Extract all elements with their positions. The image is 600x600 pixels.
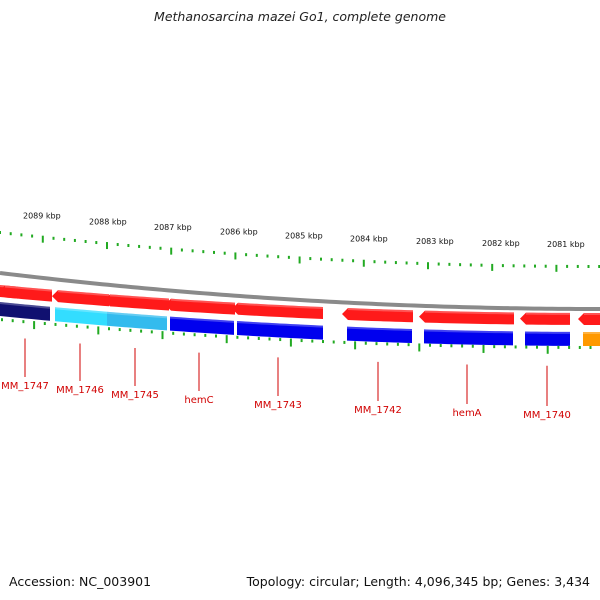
reverse-gene-block-shine [169, 316, 235, 323]
scale-label: 2084 kbp [350, 235, 388, 244]
forward-gene-arrow-shine [4, 285, 53, 292]
forward-gene-arrow-shine [237, 302, 324, 310]
forward-gene-arrow [0, 285, 52, 302]
gene-label: MM_1742 [354, 405, 402, 416]
forward-gene-arrow [165, 298, 235, 315]
forward-gene-arrow-shine [424, 310, 515, 315]
accession-text: Accession: NC_003901 [9, 574, 152, 589]
outer-tick-ring [0, 231, 600, 272]
scale-label: 2081 kbp [547, 240, 585, 249]
reverse-gene-block [424, 329, 513, 346]
reverse-gene-block [170, 316, 234, 335]
reverse-gene-block-shine [54, 307, 108, 314]
reverse-gene-block-shine [346, 326, 413, 332]
forward-gene-arrow-shine [57, 290, 110, 297]
reverse-gene-block [583, 331, 600, 346]
reverse-gene-block-shine [106, 311, 168, 319]
gene-label: hemC [184, 395, 213, 406]
scale-label: 2089 kbp [23, 211, 61, 220]
genome-backbone [0, 271, 600, 311]
forward-gene-arrow [52, 290, 109, 307]
map-title: Methanosarcina mazei Go1, complete genom… [154, 9, 446, 24]
scale-label: 2083 kbp [416, 237, 454, 246]
forward-gene-arrow-shine [109, 294, 170, 301]
reverse-gene-block [55, 307, 107, 326]
gene-label: MM_1746 [56, 385, 104, 396]
reverse-gene-block [347, 326, 412, 344]
gene-label: MM_1740 [523, 410, 571, 421]
reverse-gene-block-shine [236, 321, 324, 328]
scale-label: 2082 kbp [482, 239, 520, 248]
forward-gene-arrow-shine [347, 308, 414, 313]
gene-label: hemA [452, 408, 481, 419]
gene-label-group: MM_1747 MM_1746 MM_1745 hemC MM_1743 MM_1742 h… [1, 338, 571, 421]
reverse-gene-block [0, 302, 50, 321]
reverse-gene-block [237, 321, 323, 340]
forward-gene-arrow [520, 312, 570, 325]
scale-label: 2086 kbp [220, 228, 258, 237]
forward-gene-arrow [419, 310, 514, 325]
reverse-gene-block-shine [423, 329, 514, 334]
forward-gene-arrow-shine [170, 298, 236, 305]
reverse-gene-block-shine [0, 302, 51, 309]
gene-label: MM_1743 [254, 400, 302, 411]
forward-strand-genes [0, 285, 600, 325]
reverse-gene-block [525, 331, 570, 346]
scale-label: 2088 kbp [89, 218, 127, 227]
forward-gene-arrow [578, 312, 600, 325]
reverse-strand-genes [0, 302, 600, 346]
forward-gene-arrow [104, 294, 169, 311]
gene-label: MM_1747 [1, 381, 49, 392]
scale-label: 2085 kbp [285, 231, 323, 240]
scale-label: 2087 kbp [154, 223, 192, 232]
forward-gene-arrow [232, 302, 323, 320]
genome-summary-text: Topology: circular; Length: 4,096,345 bp… [246, 574, 590, 589]
scale-label-ring: 2089 kbp 2088 kbp 2087 kbp 2086 kbp 2085 kbp… [23, 211, 585, 248]
inner-tick-ring [1, 318, 592, 354]
gene-label: MM_1745 [111, 390, 159, 401]
backbone-line [0, 271, 600, 311]
reverse-gene-block [107, 311, 167, 331]
forward-gene-arrow [342, 308, 413, 323]
